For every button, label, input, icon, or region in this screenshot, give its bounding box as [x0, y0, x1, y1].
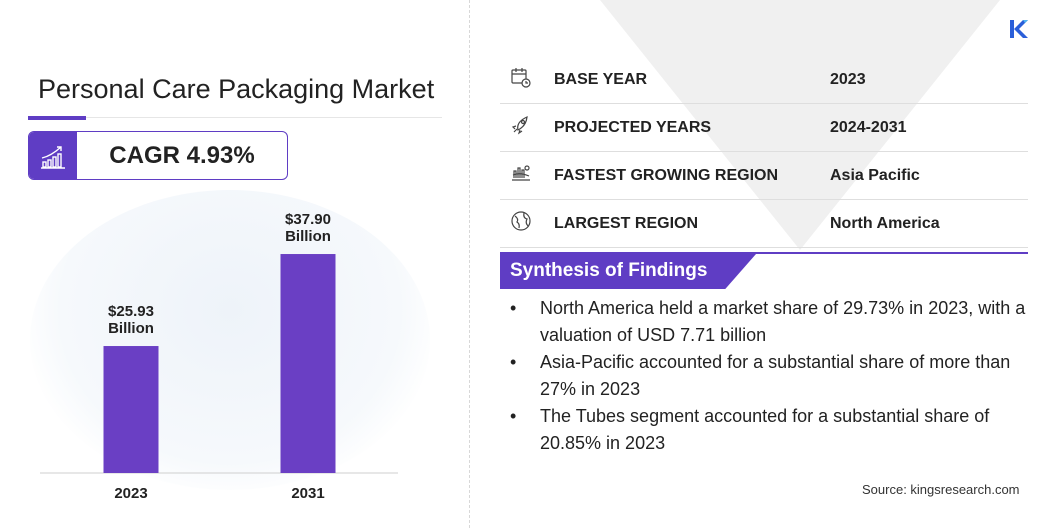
data-label: Billion	[108, 320, 154, 337]
rocket-icon	[500, 114, 554, 141]
title-accent	[28, 116, 86, 120]
cagr-value: CAGR 4.93%	[109, 141, 255, 169]
info-row: BASE YEAR 2023	[500, 56, 1028, 104]
findings-list: North America held a market share of 29.…	[510, 295, 1030, 457]
x-tick-label: 2031	[291, 485, 324, 502]
world-map-background	[30, 190, 430, 490]
data-label: $37.90	[285, 211, 331, 228]
growth-chart-icon	[29, 132, 77, 179]
data-label: Billion	[285, 228, 331, 245]
data-label: $25.93	[108, 303, 154, 320]
info-value: North America	[830, 214, 940, 232]
info-row: PROJECTED YEARS 2024-2031	[500, 104, 1028, 152]
source-note: Source: kingsresearch.com	[862, 482, 1020, 497]
info-label: PROJECTED YEARS	[554, 118, 712, 136]
info-label: FASTEST GROWING REGION	[554, 166, 779, 184]
finding-item: Asia-Pacific accounted for a substantial…	[510, 349, 1030, 403]
page-title: Personal Care Packaging Market	[38, 74, 435, 104]
finding-item: The Tubes segment accounted for a substa…	[510, 403, 1030, 457]
finding-item: North America held a market share of 29.…	[510, 295, 1030, 349]
calendar-clock-icon	[500, 66, 554, 93]
bar-2031	[280, 254, 336, 473]
info-label: BASE YEAR	[554, 70, 648, 88]
cagr-badge: CAGR 4.93%	[28, 131, 288, 180]
info-value: 2024-2031	[830, 118, 907, 136]
kings-research-logo	[1010, 20, 1028, 38]
divider	[469, 0, 470, 528]
globe-icon	[500, 210, 554, 237]
synthesis-rule	[500, 252, 1028, 254]
title-rule	[28, 117, 442, 118]
info-value: Asia Pacific	[830, 166, 920, 184]
decorative-triangle	[600, 0, 1000, 250]
synthesis-heading: Synthesis of Findings	[500, 254, 756, 289]
info-value: 2023	[830, 70, 866, 88]
info-row: FASTEST GROWING REGION Asia Pacific	[500, 152, 1028, 200]
growth-region-icon	[500, 162, 554, 189]
x-tick-label: 2023	[114, 485, 147, 502]
info-row: LARGEST REGION North America	[500, 200, 1028, 248]
bar-2023	[103, 346, 159, 473]
info-label: LARGEST REGION	[554, 214, 699, 232]
